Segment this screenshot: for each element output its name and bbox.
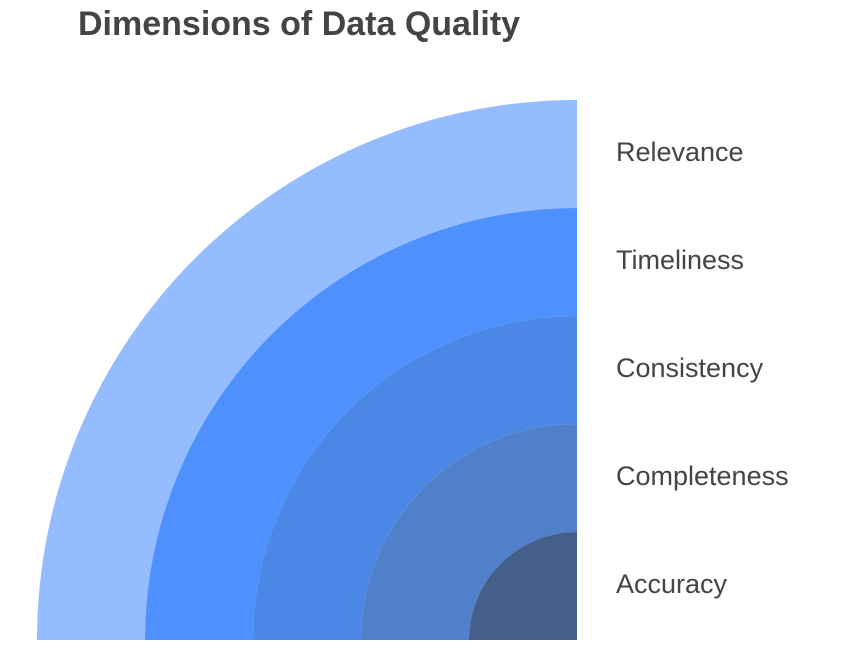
layer-label: Consistency <box>616 353 764 383</box>
ring <box>37 100 577 640</box>
layer-label: Accuracy <box>616 569 728 599</box>
ring <box>469 532 577 640</box>
ring <box>361 424 577 640</box>
layer-label: Completeness <box>616 461 789 491</box>
ring <box>145 208 577 640</box>
layer-label: Relevance <box>616 137 744 167</box>
ring <box>253 316 577 640</box>
layer-label: Timeliness <box>616 245 744 275</box>
title: Dimensions of Data Quality <box>78 5 520 43</box>
